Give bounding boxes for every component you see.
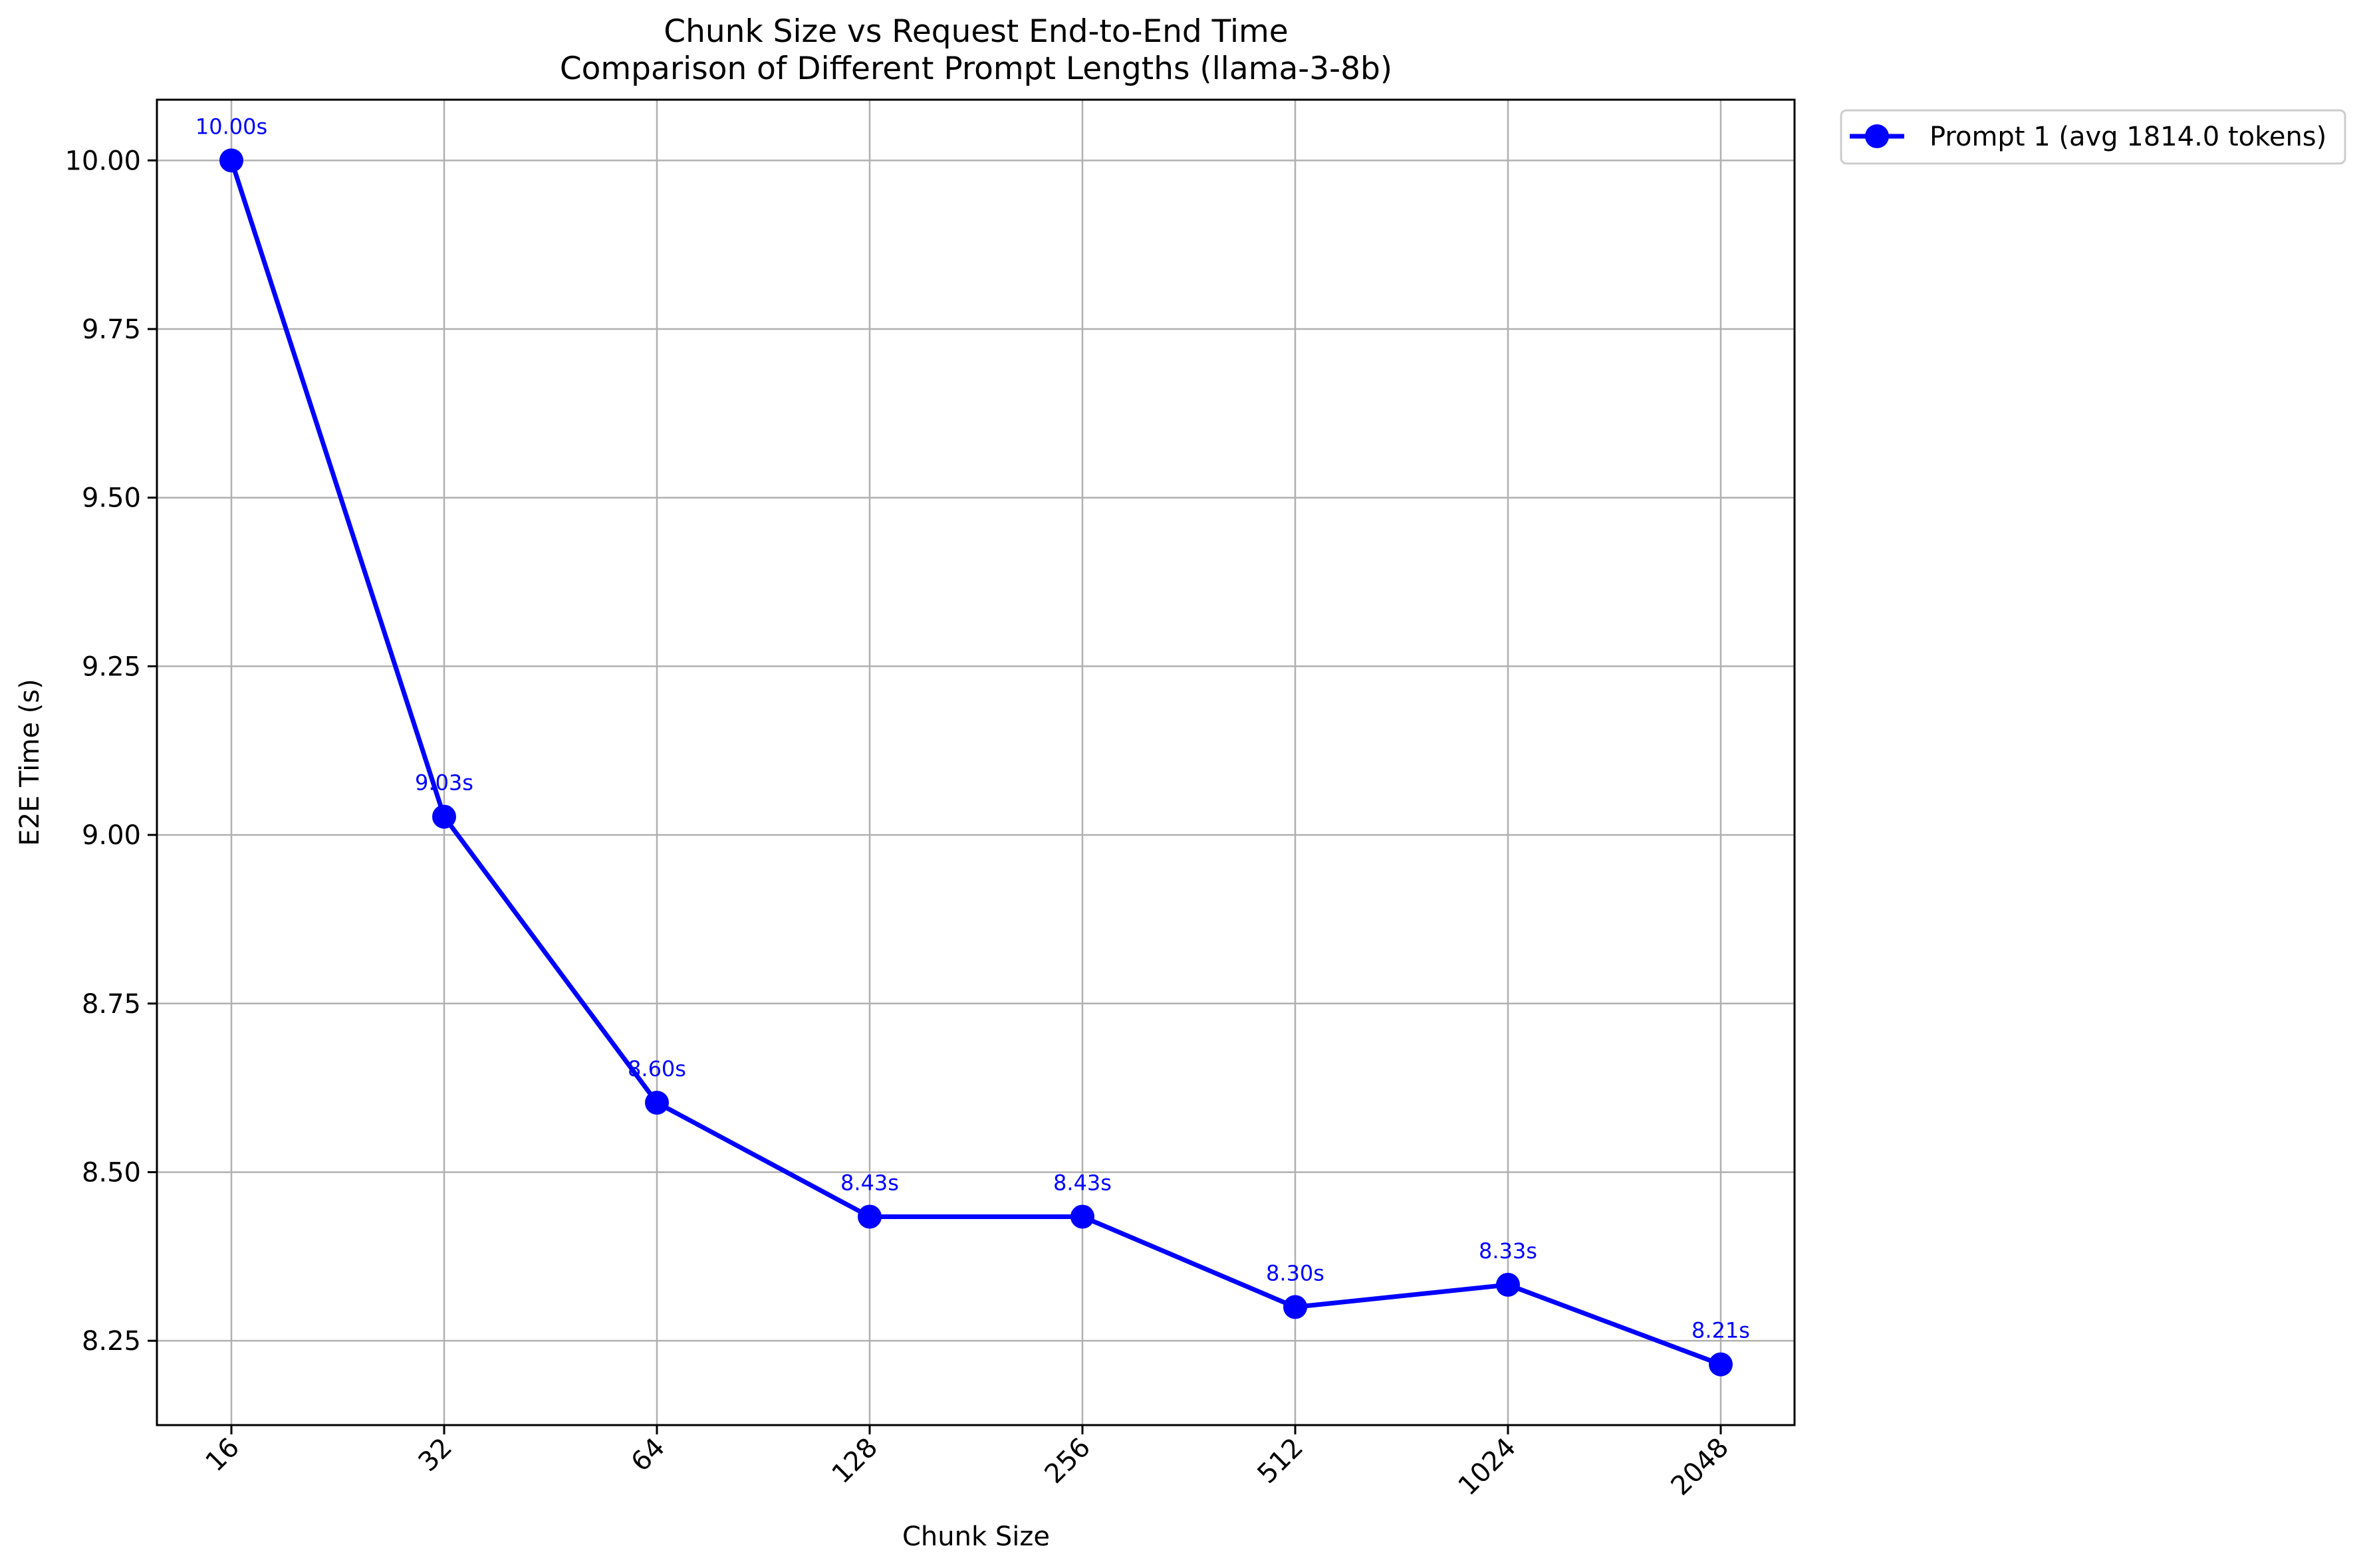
chart-subtitle: Comparison of Different Prompt Lengths (… — [560, 51, 1392, 87]
data-point — [858, 1204, 882, 1229]
y-tick-label: 9.50 — [82, 483, 141, 514]
series-line — [229, 160, 1722, 1367]
data-label: 8.43s — [840, 1170, 899, 1195]
y-axis-label: E2E Time (s) — [15, 679, 45, 845]
plot-area-border — [156, 98, 1796, 1426]
data-point — [1283, 1295, 1307, 1319]
data-label: 8.43s — [1053, 1170, 1112, 1195]
data-point — [645, 1090, 669, 1115]
y-tick-label: 9.75 — [82, 314, 141, 345]
data-label: 10.00s — [195, 114, 267, 139]
data-label: 8.21s — [1691, 1318, 1750, 1343]
y-tick-label: 8.50 — [82, 1157, 141, 1188]
chart-title: Chunk Size vs Request End-to-End Time — [664, 13, 1288, 50]
data-label: 9.03s — [415, 770, 473, 796]
data-label: 8.60s — [628, 1056, 686, 1081]
series-layer: 10.00s 9.03s 8.60s 8.43s 8.43s 8.30s 8.33s 8.21… — [195, 114, 1750, 1377]
y-tick-label: 10.00 — [64, 146, 141, 176]
data-point — [432, 804, 456, 829]
grid-lines — [157, 100, 1795, 1425]
data-label: 8.30s — [1266, 1260, 1324, 1286]
y-tick-label: 9.25 — [82, 651, 141, 682]
y-tick-label: 8.75 — [82, 989, 141, 1020]
legend-label: Prompt 1 (avg 1814.0 tokens) — [1930, 122, 2326, 152]
y-tick-label: 9.00 — [82, 820, 141, 851]
y-tick-label: 8.25 — [82, 1326, 141, 1357]
data-point — [1496, 1272, 1520, 1297]
legend: Prompt 1 (avg 1814.0 tokens) — [1840, 109, 2346, 165]
data-point — [1709, 1352, 1733, 1377]
data-label: 8.33s — [1479, 1238, 1537, 1264]
data-point — [1070, 1204, 1094, 1229]
x-axis-label: Chunk Size — [902, 1521, 1050, 1552]
legend-box — [1840, 109, 2346, 165]
data-point — [219, 148, 243, 173]
legend-marker-swatch — [1865, 124, 1889, 148]
